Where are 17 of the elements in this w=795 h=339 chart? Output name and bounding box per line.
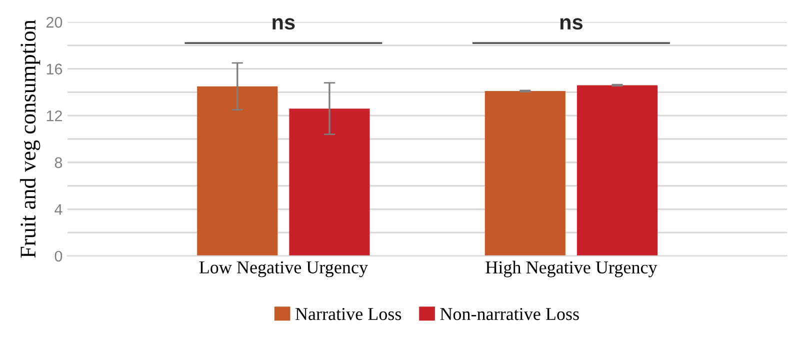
x-tick-label: Low Negative Urgency	[199, 261, 368, 278]
annotation: ns	[272, 18, 295, 30]
legend-label: Non-narrative Loss	[440, 308, 579, 320]
bar	[197, 86, 278, 256]
y-tick-label: 8	[54, 157, 62, 168]
y-tick-label: 20	[46, 16, 62, 28]
annotation: ns	[560, 18, 583, 30]
y-tick-label: 12	[46, 110, 62, 122]
x-tick-label: High Negative Urgency	[486, 260, 658, 278]
bar	[289, 108, 370, 256]
y-tick-label: 16	[46, 64, 62, 75]
bar	[576, 85, 658, 256]
bar	[484, 91, 566, 256]
legend-label: Narrative Loss	[295, 308, 402, 320]
y-tick-label: 0	[54, 250, 62, 262]
y-tick-label: 4	[54, 204, 62, 215]
y-axis-title: Fruit and veg consumption	[20, 20, 40, 258]
